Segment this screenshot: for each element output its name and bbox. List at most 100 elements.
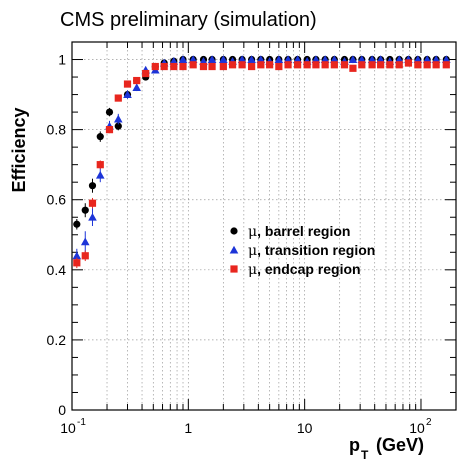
data-point	[376, 55, 385, 63]
x-axis-label-unit: (GeV)	[376, 435, 424, 455]
data-point	[395, 61, 403, 69]
data-point	[199, 62, 208, 71]
data-point	[320, 55, 330, 63]
data-point	[422, 55, 432, 63]
data-point	[238, 61, 246, 69]
data-point	[247, 55, 256, 63]
data-point	[88, 182, 97, 190]
data-point	[312, 61, 320, 69]
data-point	[207, 55, 217, 63]
data-point	[105, 126, 114, 134]
x-tick-label: 1	[184, 420, 192, 436]
data-point	[368, 61, 376, 69]
data-point	[442, 61, 450, 69]
data-point	[266, 61, 274, 69]
legend-label: μ, endcap region	[248, 261, 361, 278]
x-tick-label: 10	[297, 420, 313, 436]
data-point	[294, 61, 302, 69]
data-point	[133, 76, 141, 85]
y-tick-label: 0.4	[47, 262, 67, 278]
data-point	[199, 56, 208, 65]
data-point	[188, 55, 198, 63]
legend-symbol: μ	[248, 243, 257, 259]
legend-text: , transition region	[257, 242, 375, 258]
data-point	[72, 251, 82, 260]
y-tick-label: 1	[58, 52, 66, 68]
data-point	[228, 61, 237, 69]
data-point	[95, 170, 105, 179]
tick-labels: 10 -1 1 10 10 200.20.40.60.81	[47, 52, 432, 436]
data-point	[151, 62, 159, 71]
data-point	[311, 55, 321, 63]
axis-ticks	[71, 42, 457, 411]
legend-marker	[230, 265, 238, 273]
data-point	[113, 114, 123, 123]
x-tick-label-exp: -1	[77, 417, 86, 428]
legend-symbol: μ	[248, 224, 257, 240]
data-point	[142, 69, 150, 78]
data-point	[274, 55, 284, 63]
y-tick-label: 0	[58, 402, 66, 418]
series-square	[73, 59, 450, 269]
data-point	[330, 61, 338, 69]
data-point	[81, 206, 89, 214]
data-point	[423, 61, 431, 69]
data-point	[81, 252, 89, 260]
data-point	[73, 259, 81, 267]
data-point	[377, 61, 385, 69]
data-point	[431, 55, 441, 63]
y-tick-label: 0.6	[47, 192, 67, 208]
data-point	[357, 55, 367, 63]
data-point	[358, 61, 366, 69]
data-point	[88, 199, 97, 207]
data-point	[219, 55, 228, 63]
y-tick-label: 0.8	[47, 122, 67, 138]
data-point	[303, 61, 311, 69]
x-tick-label: 10	[409, 420, 425, 436]
data-point	[96, 161, 104, 169]
data-point	[189, 61, 197, 69]
data-point	[114, 94, 122, 102]
data-point	[105, 108, 114, 116]
x-tick-label: 10	[60, 420, 76, 436]
data-point	[340, 61, 349, 69]
legend-symbol: μ	[248, 262, 257, 278]
data-point	[441, 55, 451, 63]
data-point	[179, 62, 187, 71]
x-tick-label-exp: 2	[426, 417, 432, 428]
data-point	[284, 61, 292, 69]
legend-text: , barrel region	[257, 223, 350, 239]
data-point	[114, 122, 122, 130]
data-point	[160, 62, 168, 71]
x-axis-label: p T (GeV)	[349, 435, 424, 462]
data-points	[72, 55, 451, 269]
x-axis-label-sub: T	[361, 448, 369, 462]
data-point	[414, 61, 422, 69]
legend-marker	[230, 227, 238, 235]
data-point	[96, 133, 104, 141]
legend-label: μ, barrel region	[248, 223, 350, 240]
data-point	[348, 55, 358, 63]
legend-label: μ, transition region	[248, 242, 375, 259]
data-point	[330, 55, 339, 63]
data-point	[256, 55, 266, 63]
chart-title: CMS preliminary (simulation)	[60, 9, 317, 31]
data-point	[80, 237, 90, 246]
data-point	[237, 55, 247, 63]
data-point	[257, 61, 265, 69]
legend-text: , endcap region	[257, 261, 360, 277]
data-point	[73, 220, 81, 228]
data-point	[88, 212, 97, 221]
data-point	[169, 56, 179, 65]
data-point	[170, 62, 178, 71]
data-point	[386, 61, 394, 69]
data-point	[132, 83, 142, 92]
grid	[71, 42, 457, 411]
y-axis-label: Efficiency	[9, 107, 29, 192]
data-point	[293, 55, 302, 63]
data-point	[248, 62, 256, 71]
data-point	[367, 55, 377, 63]
data-point	[219, 62, 227, 71]
